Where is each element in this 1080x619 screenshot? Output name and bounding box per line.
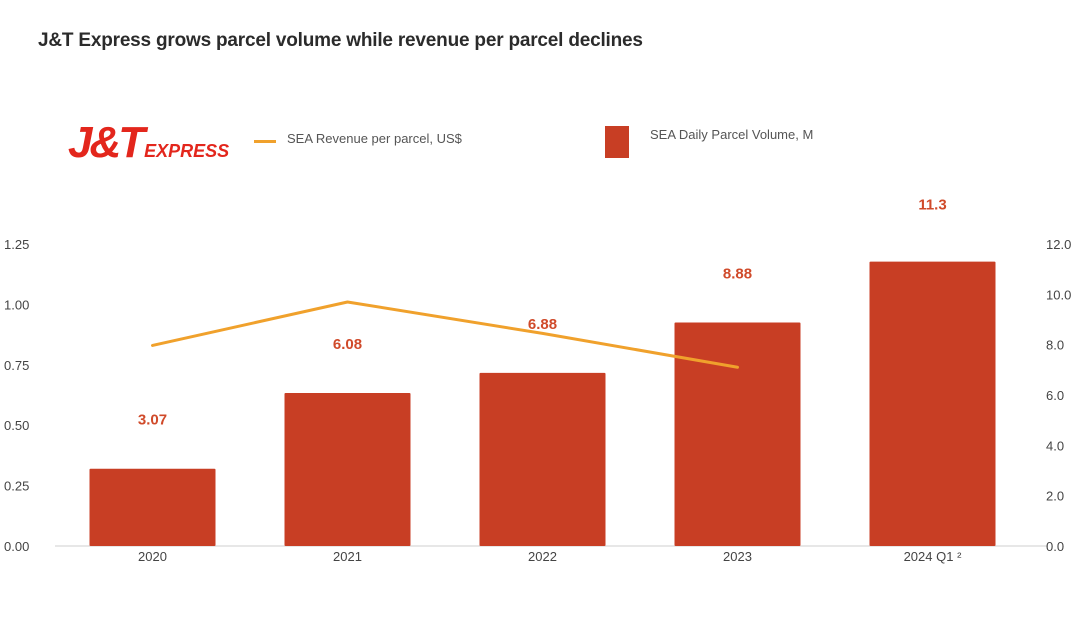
x-tick-label: 2021 <box>333 549 362 564</box>
bar-data-label: 11.3 <box>918 197 946 214</box>
y-left-tick-label: 1.25 <box>4 237 29 252</box>
chart-title: J&T Express grows parcel volume while re… <box>38 30 643 51</box>
x-tick-label: 2020 <box>138 549 167 564</box>
x-tick-label: 2022 <box>528 549 557 564</box>
y-right-tick-label: 10.0 <box>1046 287 1071 302</box>
x-tick-label: 2023 <box>723 549 752 564</box>
bar <box>89 468 216 546</box>
logo-main: J&T <box>68 118 145 167</box>
legend-bar-label: SEA Daily Parcel Volume, M <box>650 127 814 142</box>
y-right-tick-label: 2.0 <box>1046 489 1064 504</box>
y-right-tick-label: 12.0 <box>1046 237 1071 252</box>
logo-sub: EXPRESS <box>144 141 230 161</box>
y-left-tick-label: 0.00 <box>4 539 29 554</box>
bar <box>869 261 996 546</box>
y-left-tick-label: 0.75 <box>4 358 29 373</box>
jt-express-logo: J&T EXPRESS <box>68 118 229 168</box>
bar-data-label: 6.08 <box>333 336 362 353</box>
y-right-tick-label: 4.0 <box>1046 438 1064 453</box>
bar <box>284 392 411 546</box>
y-right-tick-label: 6.0 <box>1046 388 1064 403</box>
bar-data-label: 3.07 <box>138 412 167 429</box>
y-left-tick-label: 1.00 <box>4 297 29 312</box>
y-left-tick-label: 0.25 <box>4 479 29 494</box>
x-tick-label: 2024 Q1 ² <box>904 549 962 564</box>
y-right-tick-label: 0.0 <box>1046 539 1064 554</box>
legend-bar-swatch <box>605 126 629 158</box>
bar <box>674 322 801 546</box>
bar-data-label: 6.88 <box>528 316 557 333</box>
legend-line-swatch <box>254 140 276 143</box>
revenue-per-parcel-line <box>151 300 739 369</box>
bar-data-label: 8.88 <box>723 266 752 283</box>
y-right-tick-label: 8.0 <box>1046 338 1064 353</box>
bar <box>479 372 606 546</box>
y-left-tick-label: 0.50 <box>4 418 29 433</box>
legend-line-label: SEA Revenue per parcel, US$ <box>287 131 462 146</box>
